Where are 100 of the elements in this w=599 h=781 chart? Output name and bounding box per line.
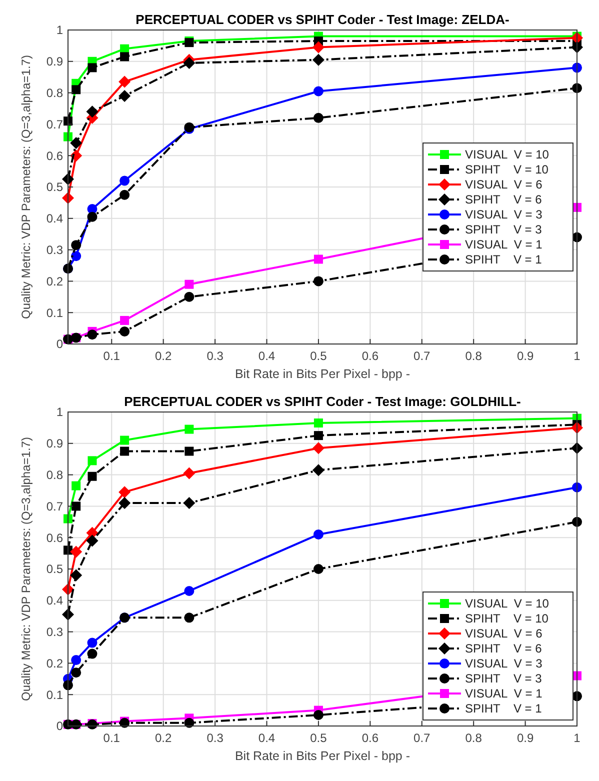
x-tick-label: 0.3 bbox=[206, 731, 224, 745]
x-tick-label: 0.8 bbox=[465, 349, 482, 363]
point bbox=[314, 254, 323, 264]
point bbox=[71, 655, 82, 666]
point bbox=[71, 251, 82, 262]
point bbox=[120, 316, 130, 325]
y-tick-label: 0.4 bbox=[46, 594, 64, 608]
x-tick-label: 0.2 bbox=[154, 349, 172, 363]
point bbox=[184, 292, 194, 302]
x-tick-label: 0.7 bbox=[414, 731, 431, 745]
point bbox=[183, 467, 196, 480]
legend-label: SPIHT V = 6 bbox=[465, 192, 542, 207]
y-tick-label: 0.6 bbox=[46, 148, 64, 163]
point bbox=[120, 176, 130, 186]
point bbox=[184, 446, 194, 456]
point bbox=[71, 240, 82, 250]
x-tick-label: 0.9 bbox=[516, 731, 534, 745]
x-tick-label: 1 bbox=[574, 349, 581, 363]
y-tick-label: 0.1 bbox=[46, 688, 64, 702]
point bbox=[70, 569, 82, 582]
y-tick-label: 0.3 bbox=[46, 625, 64, 639]
point bbox=[87, 638, 98, 648]
x-tick-label: 0.9 bbox=[516, 349, 534, 363]
point bbox=[118, 76, 131, 88]
y-tick-label: 0.8 bbox=[46, 86, 64, 100]
x-tick-label: 1 bbox=[574, 731, 581, 745]
point bbox=[120, 446, 130, 456]
point bbox=[87, 212, 98, 222]
x-tick-label: 0.6 bbox=[362, 349, 379, 363]
point bbox=[184, 586, 194, 596]
point bbox=[312, 41, 324, 54]
point bbox=[120, 436, 130, 445]
point bbox=[72, 85, 81, 94]
point bbox=[183, 497, 196, 510]
point bbox=[312, 54, 324, 66]
point bbox=[313, 276, 324, 286]
legend-label: VISUAL V = 10 bbox=[465, 148, 550, 162]
point bbox=[120, 190, 130, 200]
y-tick-label: 1 bbox=[56, 405, 64, 420]
point bbox=[86, 106, 98, 118]
legend-label: SPIHT V = 6 bbox=[465, 642, 542, 656]
y-tick-label: 1 bbox=[56, 23, 64, 38]
point bbox=[184, 612, 194, 623]
legend-label: SPIHT V = 3 bbox=[465, 222, 542, 237]
x-tick-label: 0.1 bbox=[103, 731, 120, 745]
y-tick-label: 0.1 bbox=[46, 306, 64, 320]
y-tick-label: 0.5 bbox=[46, 180, 64, 194]
point bbox=[70, 546, 82, 558]
point bbox=[312, 464, 324, 476]
x-tick-label: 0.4 bbox=[258, 349, 276, 363]
y-tick-label: 0.3 bbox=[46, 243, 64, 257]
y-tick-label: 0.9 bbox=[46, 54, 64, 69]
point bbox=[120, 326, 130, 336]
point bbox=[312, 442, 324, 454]
x-tick-label: 0.5 bbox=[310, 731, 328, 745]
point bbox=[313, 112, 324, 123]
point bbox=[184, 424, 194, 434]
point bbox=[314, 418, 323, 428]
x-axis-title: Bit Rate in Bits Per Pixel - bpp - bbox=[234, 749, 410, 763]
x-tick-label: 0.8 bbox=[465, 731, 482, 745]
y-tick-label: 0 bbox=[56, 719, 64, 734]
legend-label: VISUAL V = 3 bbox=[465, 208, 543, 222]
chart-title: PERCEPTUAL CODER vs SPIHT Coder - Test Image: GOLDHILL- bbox=[124, 394, 521, 409]
y-tick-label: 0.2 bbox=[46, 274, 64, 288]
x-tick-label: 0.6 bbox=[362, 731, 379, 745]
point bbox=[72, 481, 81, 490]
legend-label: SPIHT V = 10 bbox=[465, 612, 549, 626]
legend-label: VISUAL V = 6 bbox=[465, 178, 543, 192]
point bbox=[313, 86, 324, 96]
point bbox=[313, 564, 324, 574]
legend-label: SPIHT V = 1 bbox=[465, 702, 542, 716]
y-tick-label: 0.4 bbox=[46, 212, 64, 226]
point bbox=[313, 710, 324, 720]
x-axis-title: Bit Rate in Bits Per Pixel - bpp - bbox=[234, 367, 410, 381]
legend-label: VISUAL V = 1 bbox=[465, 238, 543, 252]
point bbox=[118, 90, 131, 102]
point bbox=[118, 486, 131, 498]
legend-label: VISUAL V = 10 bbox=[465, 596, 550, 611]
x-tick-label: 0.2 bbox=[154, 731, 172, 745]
y-tick-label: 0.5 bbox=[46, 562, 64, 576]
point bbox=[120, 52, 130, 62]
point bbox=[70, 137, 82, 150]
x-tick-label: 0.5 bbox=[310, 349, 328, 363]
legend-label: VISUAL V = 1 bbox=[465, 686, 543, 701]
point bbox=[87, 648, 98, 659]
y-tick-label: 0.7 bbox=[46, 499, 64, 514]
point bbox=[86, 534, 98, 547]
point bbox=[184, 280, 194, 289]
point bbox=[88, 63, 97, 72]
legend-label: SPIHT V = 3 bbox=[465, 672, 542, 686]
legend-label: SPIHT V = 10 bbox=[465, 162, 549, 177]
x-tick-label: 0.7 bbox=[414, 349, 431, 363]
point bbox=[314, 431, 323, 440]
chart-title: PERCEPTUAL CODER vs SPIHT Coder - Test Image: ZELDA- bbox=[136, 12, 510, 27]
point bbox=[183, 56, 196, 69]
y-tick-label: 0 bbox=[56, 337, 64, 352]
y-axis-title: Quality Metric: VDP Parameters: (Q=3,alpha=1.7) bbox=[19, 55, 33, 319]
legend-label: SPIHT V = 1 bbox=[465, 252, 542, 267]
legend-label: VISUAL V = 6 bbox=[465, 626, 543, 641]
x-tick-label: 0.4 bbox=[258, 731, 276, 745]
